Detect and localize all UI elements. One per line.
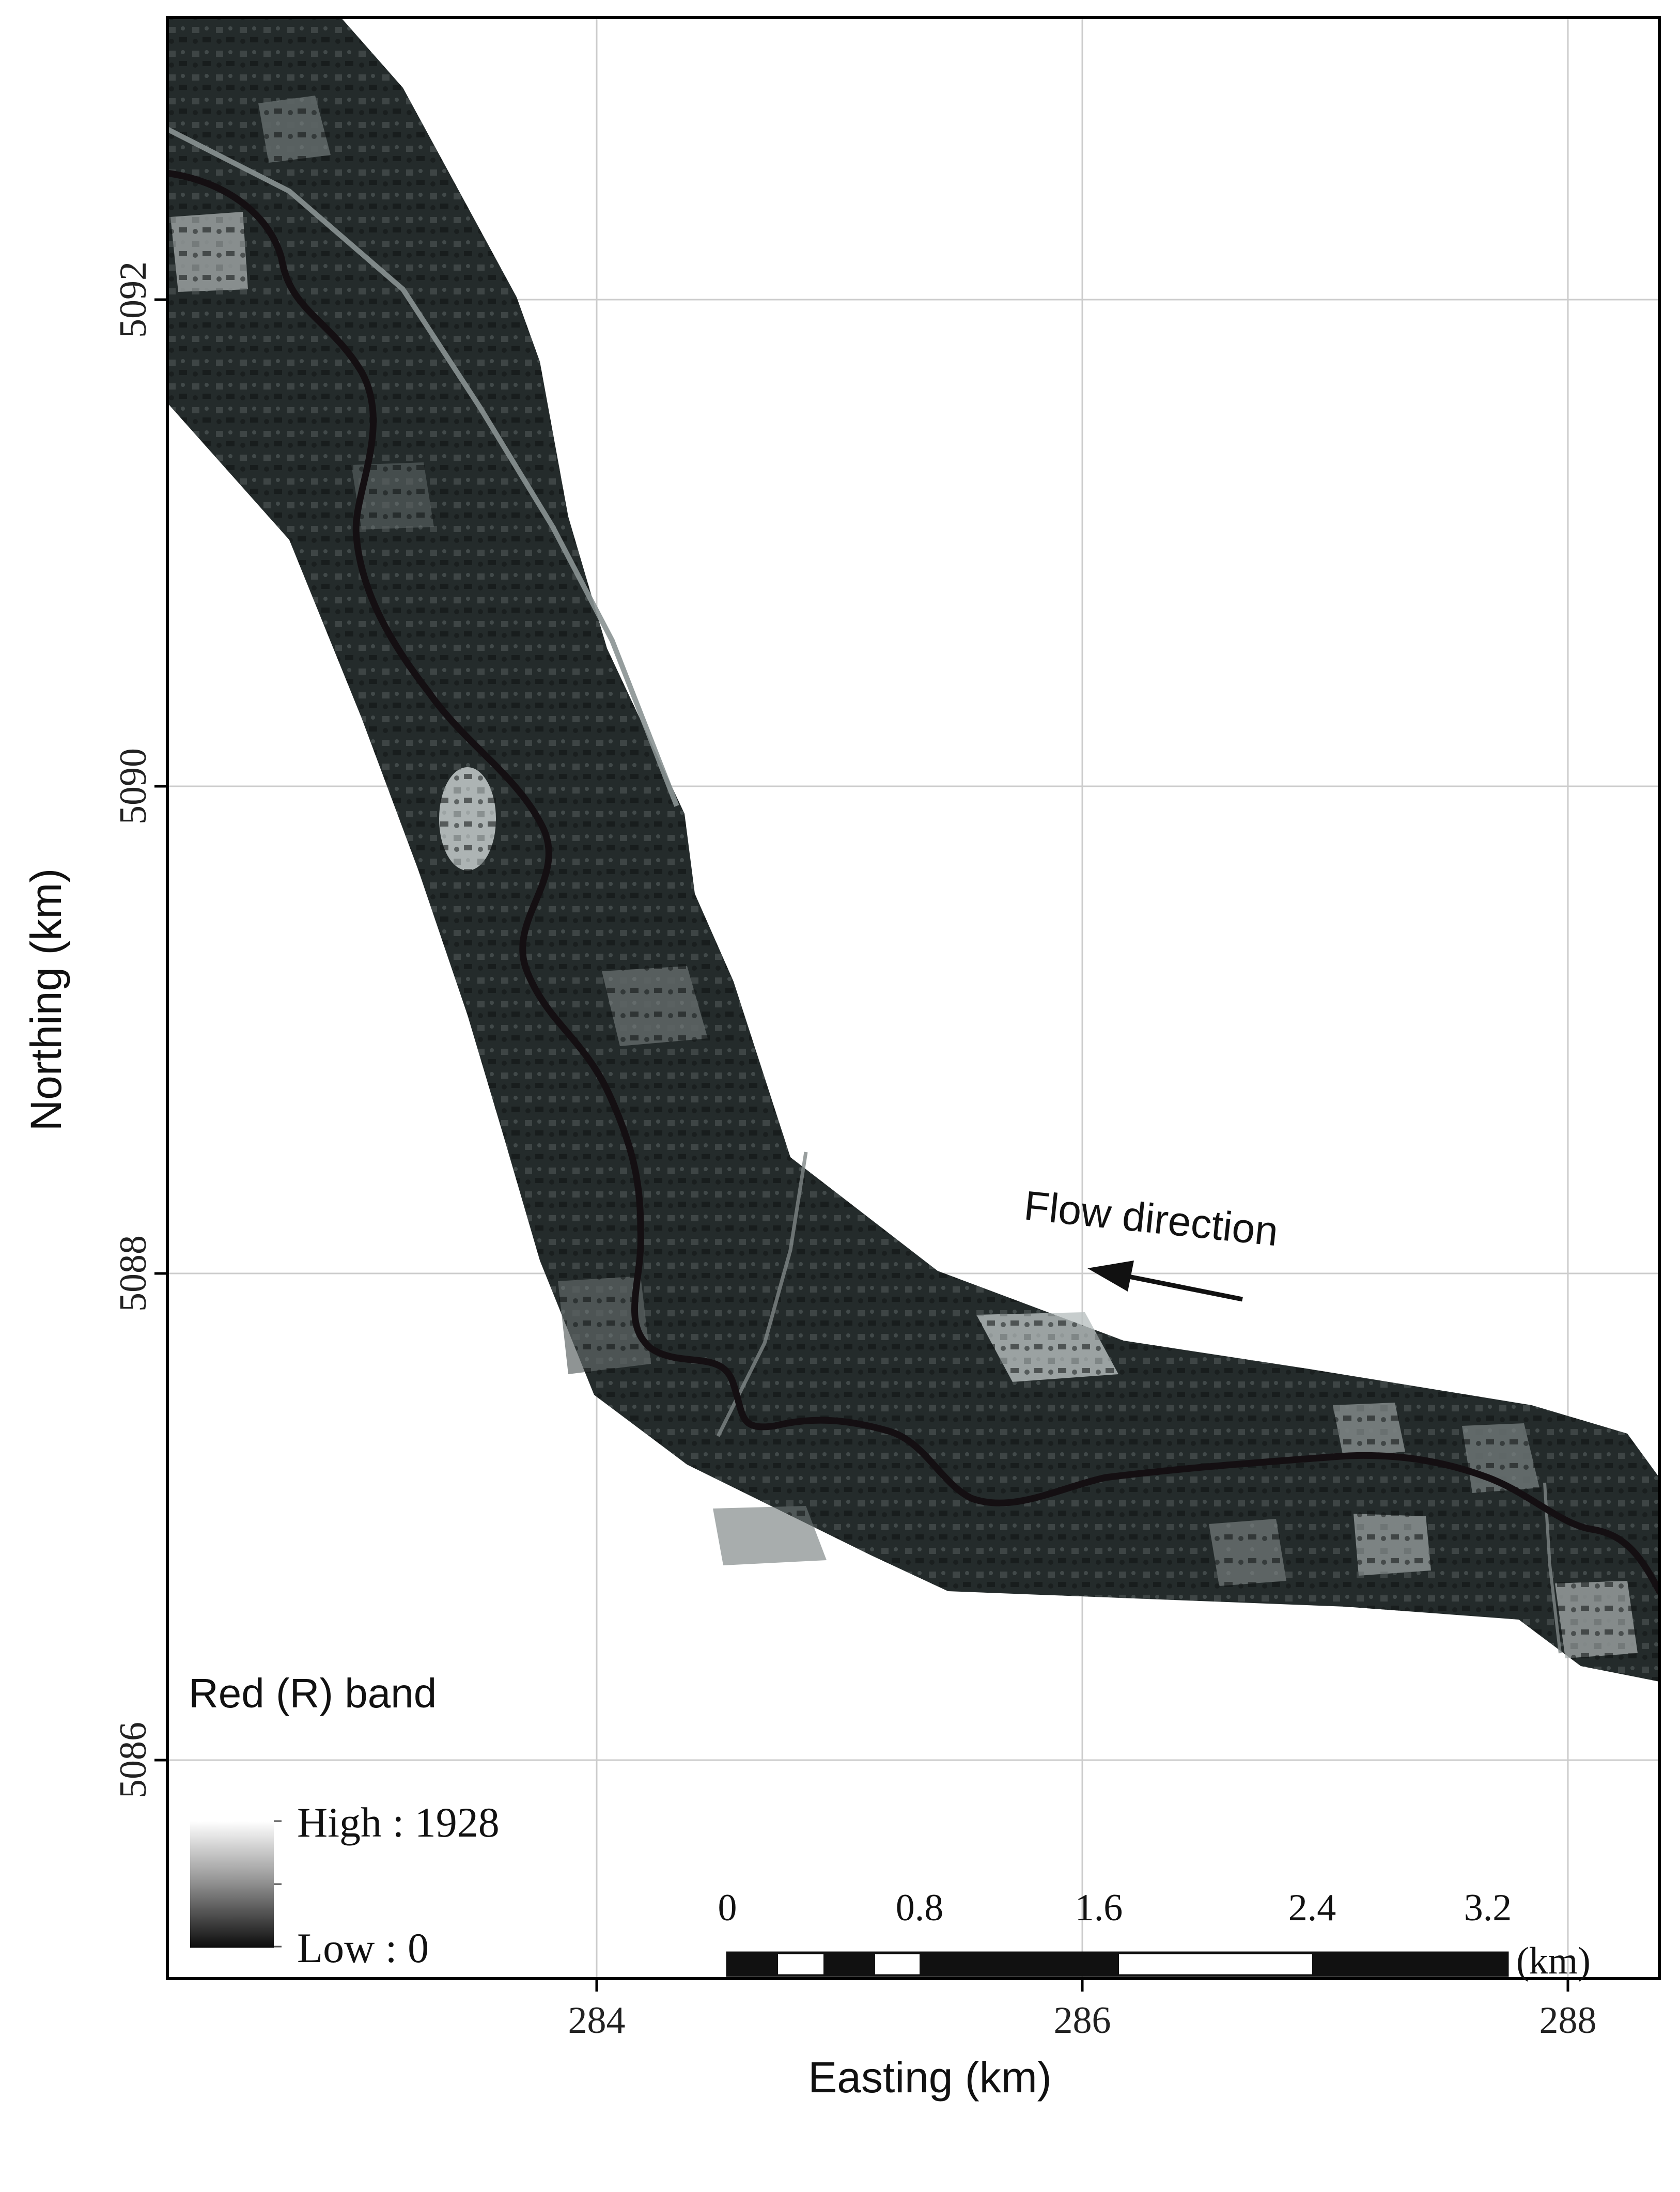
scale-bar-label: 2.4 (1288, 1887, 1336, 1929)
flow-direction-label: Flow direction (1022, 1182, 1280, 1254)
field-patch (713, 1506, 827, 1565)
x-tick-label: 286 (1054, 1999, 1111, 2042)
scale-bar: 0 0.8 1.6 2.4 3.2 (km) (718, 1887, 1591, 1982)
legend-high-label: High : 1928 (297, 1799, 500, 1846)
scale-bar-unit: (km) (1516, 1940, 1591, 1982)
legend-color-ramp (190, 1821, 274, 1948)
scale-bar-label: 1.6 (1075, 1887, 1123, 1929)
legend-title: Red (R) band (189, 1670, 437, 1716)
y-axis-title: Northing (km) (22, 868, 70, 1131)
road (716, 1152, 808, 1437)
flow-direction-arrow-icon (1087, 1261, 1243, 1302)
legend: Red (R) band High : 1928 Low : 0 (189, 1670, 500, 1971)
raster-texture (167, 18, 1659, 1682)
y-tick-label: 5090 (112, 748, 154, 825)
scale-bar-segment (1312, 1953, 1507, 1976)
legend-low-label: Low : 0 (297, 1924, 429, 1971)
highway (167, 127, 679, 807)
scale-bar-label: 0.8 (896, 1887, 944, 1929)
scale-bar-label: 3.2 (1464, 1887, 1512, 1929)
river (167, 169, 1659, 1595)
scale-bar-label: 0 (718, 1887, 737, 1929)
y-tick-label: 5092 (112, 261, 154, 338)
y-tick-label: 5086 (112, 1722, 154, 1798)
red-band-raster (167, 18, 1659, 1682)
scale-bar-segment (920, 1953, 1119, 1976)
y-tick-label: 5088 (112, 1235, 154, 1312)
scale-bar-segment (727, 1953, 778, 1976)
map-frame (166, 16, 1661, 1980)
scale-bar-segment (823, 1953, 875, 1976)
x-tick-label: 288 (1539, 1999, 1597, 2042)
x-axis-title: Easting (km) (808, 2053, 1051, 2102)
x-tick-label: 284 (568, 1999, 626, 2042)
axis-ticks (154, 298, 1569, 1992)
